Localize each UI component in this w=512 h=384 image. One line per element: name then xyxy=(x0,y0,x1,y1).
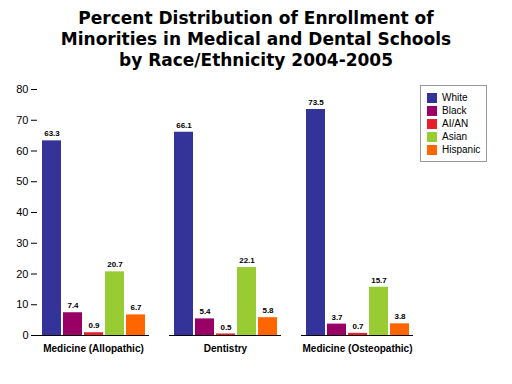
svg-text:60: 60 xyxy=(16,145,28,157)
svg-text:Dentistry: Dentistry xyxy=(204,343,248,354)
svg-text:0: 0 xyxy=(22,329,28,341)
svg-text:3.7: 3.7 xyxy=(331,313,343,322)
svg-text:70: 70 xyxy=(16,114,28,126)
svg-text:50: 50 xyxy=(16,175,28,187)
svg-text:63.3: 63.3 xyxy=(44,129,60,138)
svg-text:0.5: 0.5 xyxy=(220,323,232,332)
svg-text:0.7: 0.7 xyxy=(352,322,364,331)
svg-text:Medicine (Allopathic): Medicine (Allopathic) xyxy=(43,343,144,354)
html-text:AI/AN: AI/AN xyxy=(442,118,469,129)
html-text:Black: Black xyxy=(442,105,467,116)
svg-text:15.7: 15.7 xyxy=(371,276,387,285)
svg-text:5.4: 5.4 xyxy=(199,307,211,316)
svg-text:66.1: 66.1 xyxy=(176,121,192,130)
svg-text:0.9: 0.9 xyxy=(88,321,100,330)
svg-text:7.4: 7.4 xyxy=(67,301,79,310)
svg-text:10: 10 xyxy=(16,298,28,310)
html-text:Hispanic: Hispanic xyxy=(442,144,481,155)
svg-text:22.1: 22.1 xyxy=(239,256,255,265)
svg-text:5.8: 5.8 xyxy=(262,306,274,315)
svg-text:20: 20 xyxy=(16,268,28,280)
svg-text:73.5: 73.5 xyxy=(308,98,324,107)
svg-text:30: 30 xyxy=(16,237,28,249)
html-text:Asian: Asian xyxy=(442,131,467,142)
svg-text:Medicine (Osteopathic): Medicine (Osteopathic) xyxy=(302,343,412,354)
html-text:White: White xyxy=(442,92,468,103)
svg-text:3.8: 3.8 xyxy=(394,312,406,321)
svg-text:6.7: 6.7 xyxy=(130,303,142,312)
svg-text:20.7: 20.7 xyxy=(107,260,123,269)
svg-text:80: 80 xyxy=(16,83,28,95)
svg-text:40: 40 xyxy=(16,206,28,218)
html-text:Percent Distribution of Enroll: Percent Distribution of Enrollment of Mi… xyxy=(60,8,452,70)
